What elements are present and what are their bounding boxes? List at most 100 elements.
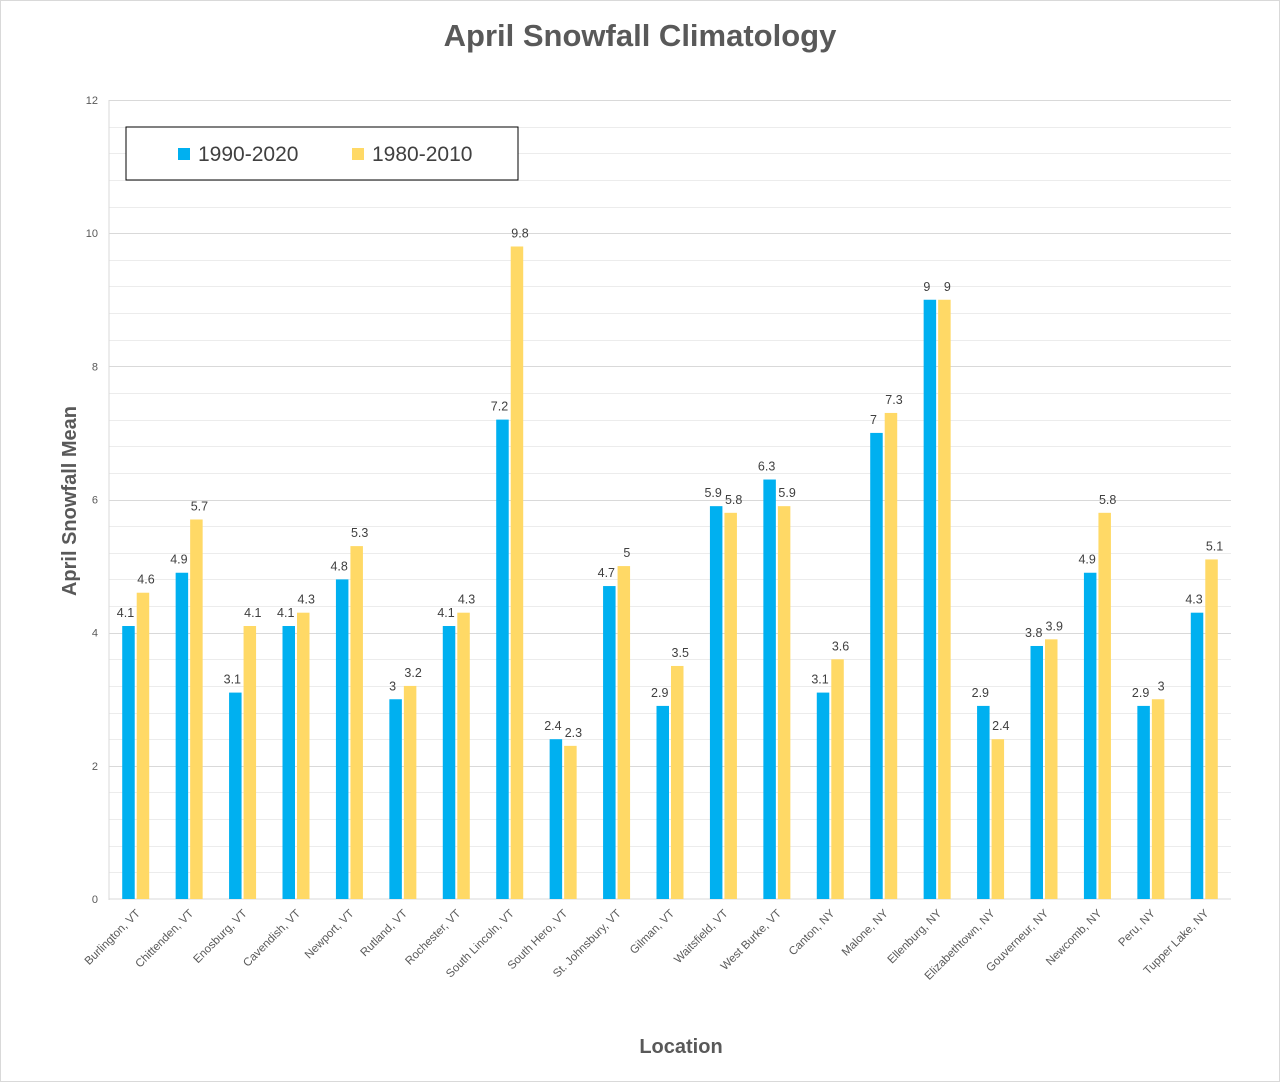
data-label: 4.3 bbox=[1185, 593, 1202, 607]
bar-1990-2020 bbox=[816, 692, 830, 899]
data-label: 5.8 bbox=[725, 493, 742, 507]
gridlines bbox=[109, 100, 1231, 873]
data-label: 4.6 bbox=[137, 573, 154, 587]
data-label: 2.3 bbox=[565, 726, 582, 740]
bar-1980-2010 bbox=[243, 626, 257, 899]
data-label: 4.9 bbox=[170, 553, 187, 567]
data-label: 3 bbox=[1158, 679, 1165, 693]
bar-1990-2020 bbox=[923, 299, 937, 899]
data-label: 5 bbox=[623, 546, 630, 560]
legend: 1990-2020 1980-2010 bbox=[125, 126, 519, 181]
x-tick-label: Canton, NY bbox=[787, 907, 838, 958]
x-tick-label: Cavendish, VT bbox=[241, 908, 303, 970]
bar-1980-2010 bbox=[671, 665, 684, 899]
data-label: 3.1 bbox=[224, 673, 241, 687]
bar-1980-2010 bbox=[457, 612, 470, 899]
bar-1990-2020 bbox=[496, 419, 509, 899]
data-label: 7 bbox=[870, 413, 877, 427]
bar-1990-2020 bbox=[175, 572, 189, 899]
y-tick-label: 2 bbox=[92, 761, 98, 773]
y-tick-label: 8 bbox=[92, 361, 98, 373]
data-label: 5.1 bbox=[1206, 539, 1223, 553]
data-label: 5.8 bbox=[1099, 493, 1116, 507]
data-label: 4.1 bbox=[244, 606, 261, 620]
bar-1980-2010 bbox=[991, 739, 1005, 899]
bar-1980-2010 bbox=[938, 299, 951, 899]
data-label: 9 bbox=[944, 280, 951, 294]
data-label: 5.3 bbox=[351, 526, 368, 540]
data-label: 3.1 bbox=[811, 673, 828, 687]
legend-label-1990-2020: 1990-2020 bbox=[198, 143, 298, 166]
bar-1990-2020 bbox=[282, 626, 295, 899]
x-tick-label: Chittenden, VT bbox=[134, 908, 197, 971]
data-label: 4.8 bbox=[330, 559, 347, 573]
data-label: 4.9 bbox=[1078, 553, 1095, 567]
data-label: 2.9 bbox=[1132, 686, 1149, 700]
bars bbox=[122, 246, 1218, 899]
legend-box bbox=[125, 126, 519, 181]
data-label: 4.1 bbox=[437, 606, 454, 620]
y-tick-label: 0 bbox=[92, 894, 98, 906]
bar-1990-2020 bbox=[122, 626, 135, 899]
bar-1980-2010 bbox=[190, 519, 203, 899]
data-label: 3.2 bbox=[404, 666, 421, 680]
data-label: 4.1 bbox=[277, 606, 294, 620]
x-tick-label: Rutland, VT bbox=[359, 908, 410, 959]
bar-1990-2020 bbox=[389, 699, 402, 899]
y-tick-label: 6 bbox=[92, 495, 98, 507]
legend-swatch-1980-2010 bbox=[352, 148, 364, 160]
bar-1990-2020 bbox=[1083, 572, 1097, 899]
x-tick-label: Gilman, VT bbox=[628, 908, 677, 957]
data-label: 4.1 bbox=[117, 606, 134, 620]
bar-1990-2020 bbox=[656, 705, 669, 899]
bar-1980-2010 bbox=[1098, 512, 1111, 899]
data-label: 5.7 bbox=[191, 499, 208, 513]
bar-1980-2010 bbox=[1205, 559, 1218, 899]
bar-1980-2010 bbox=[724, 512, 737, 899]
y-axis-title: April Snowfall Mean bbox=[59, 406, 81, 596]
data-label: 2.9 bbox=[972, 686, 989, 700]
data-label: 7.2 bbox=[491, 400, 508, 414]
bar-1990-2020 bbox=[763, 479, 776, 899]
data-label: 3 bbox=[389, 679, 396, 693]
data-label: 2.4 bbox=[992, 719, 1009, 733]
bar-1980-2010 bbox=[564, 745, 577, 899]
x-tick-label: Burlington, VT bbox=[83, 908, 143, 968]
x-tick-label: Enosburg, VT bbox=[191, 908, 249, 966]
y-tick-label: 10 bbox=[86, 228, 98, 240]
legend-swatch-1990-2020 bbox=[178, 148, 190, 160]
data-label: 3.5 bbox=[672, 646, 689, 660]
legend-label-1980-2010: 1980-2010 bbox=[372, 143, 472, 166]
bar-1990-2020 bbox=[549, 739, 563, 899]
data-label: 5.9 bbox=[704, 486, 721, 500]
x-tick-label: Ellenburg, NY bbox=[886, 907, 945, 966]
x-tick-label: Newcomb, NY bbox=[1044, 907, 1105, 968]
bar-1980-2010 bbox=[350, 546, 363, 899]
y-tick-label: 4 bbox=[92, 628, 98, 640]
x-tick-label: Waitsfield, VT bbox=[672, 908, 730, 966]
data-label: 3.9 bbox=[1046, 619, 1063, 633]
chart-title: April Snowfall Climatology bbox=[444, 18, 837, 53]
bar-1980-2010 bbox=[1151, 699, 1165, 899]
data-labels: 4.1 4.6 4.9 5.7 3.1 4.1 4.1 4.3 4.8 5.3 3 3.2 4.1 4.3… bbox=[117, 226, 1223, 739]
bar-1990-2020 bbox=[603, 586, 616, 899]
data-label: 7.3 bbox=[885, 393, 902, 407]
y-tick-label: 12 bbox=[86, 95, 98, 107]
bar-1980-2010 bbox=[884, 412, 898, 899]
bar-1990-2020 bbox=[1030, 645, 1043, 899]
data-label: 4.3 bbox=[298, 593, 315, 607]
bar-1990-2020 bbox=[977, 705, 990, 899]
bar-1990-2020 bbox=[335, 579, 349, 899]
y-axis-ticks: 0 2 4 6 8 10 12 bbox=[86, 95, 98, 906]
x-tick-label: Malone, NY bbox=[840, 907, 891, 958]
bar-1980-2010 bbox=[297, 612, 310, 899]
data-label: 9 bbox=[923, 280, 930, 294]
data-label: 2.4 bbox=[544, 719, 561, 733]
bar-1980-2010 bbox=[1045, 639, 1058, 899]
data-label: 4.3 bbox=[458, 593, 475, 607]
bar-1980-2010 bbox=[777, 506, 791, 899]
data-label: 2.9 bbox=[651, 686, 668, 700]
x-axis-title: Location bbox=[639, 1036, 722, 1058]
